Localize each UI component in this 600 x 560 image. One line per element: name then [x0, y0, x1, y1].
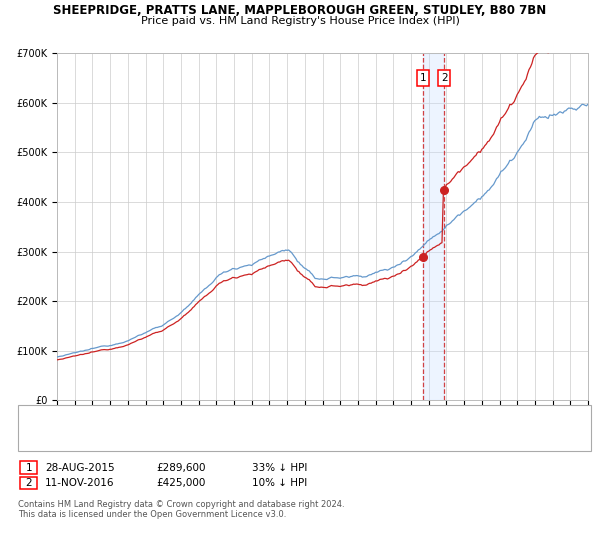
Text: 1: 1 — [25, 463, 32, 473]
Text: Price paid vs. HM Land Registry's House Price Index (HPI): Price paid vs. HM Land Registry's House … — [140, 16, 460, 26]
Text: 2: 2 — [441, 73, 448, 83]
Text: 28-AUG-2015: 28-AUG-2015 — [45, 463, 115, 473]
Text: 33% ↓ HPI: 33% ↓ HPI — [252, 463, 307, 473]
Text: —: — — [25, 431, 39, 445]
Text: 11-NOV-2016: 11-NOV-2016 — [45, 478, 115, 488]
Text: SHEEPRIDGE, PRATTS LANE, MAPPLEBOROUGH GREEN, STUDLEY, B80 7BN: SHEEPRIDGE, PRATTS LANE, MAPPLEBOROUGH G… — [53, 4, 547, 17]
Bar — [422, 53, 444, 400]
Text: 1: 1 — [419, 73, 426, 83]
Text: £289,600: £289,600 — [156, 463, 205, 473]
Text: £425,000: £425,000 — [156, 478, 205, 488]
Text: SHEEPRIDGE, PRATTS LANE, MAPPLEBOROUGH GREEN, STUDLEY, B80 7BN (detached ho: SHEEPRIDGE, PRATTS LANE, MAPPLEBOROUGH G… — [54, 413, 488, 423]
Text: —: — — [25, 410, 39, 424]
Text: This data is licensed under the Open Government Licence v3.0.: This data is licensed under the Open Gov… — [18, 510, 286, 519]
Text: Contains HM Land Registry data © Crown copyright and database right 2024.: Contains HM Land Registry data © Crown c… — [18, 500, 344, 508]
Text: 10% ↓ HPI: 10% ↓ HPI — [252, 478, 307, 488]
Text: 2: 2 — [25, 478, 32, 488]
Text: HPI: Average price, detached house, Stratford-on-Avon: HPI: Average price, detached house, Stra… — [54, 433, 321, 443]
